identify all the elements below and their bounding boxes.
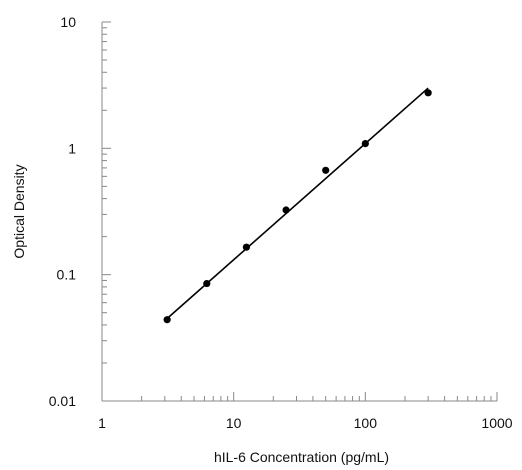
x-tick-label: 1000 (481, 415, 512, 431)
y-axis: 0.01 0.1 1 10 (49, 14, 111, 409)
y-axis-label: Optical Density (11, 164, 27, 258)
data-point (242, 243, 251, 251)
data-point (322, 166, 330, 174)
data-points (163, 89, 432, 324)
x-tick-label: 10 (226, 415, 242, 431)
data-point (282, 206, 290, 214)
y-tick-label: 0.01 (49, 393, 76, 409)
x-ticks: 1 10 100 1000 (98, 392, 513, 431)
x-axis: 1 10 100 1000 (98, 392, 513, 431)
x-tick-label: 100 (354, 415, 378, 431)
data-point (203, 279, 211, 288)
x-tick-label: 1 (98, 415, 106, 431)
y-tick-label: 10 (60, 14, 76, 30)
x-axis-label: hIL-6 Concentration (pg/mL) (214, 449, 389, 465)
fit-line (166, 87, 429, 320)
data-point (163, 316, 171, 324)
data-point (424, 89, 432, 97)
data-point (361, 140, 369, 148)
y-tick-label: 1 (68, 140, 76, 156)
y-ticks: 0.01 0.1 1 10 (49, 14, 111, 409)
y-tick-label: 0.1 (57, 267, 77, 283)
